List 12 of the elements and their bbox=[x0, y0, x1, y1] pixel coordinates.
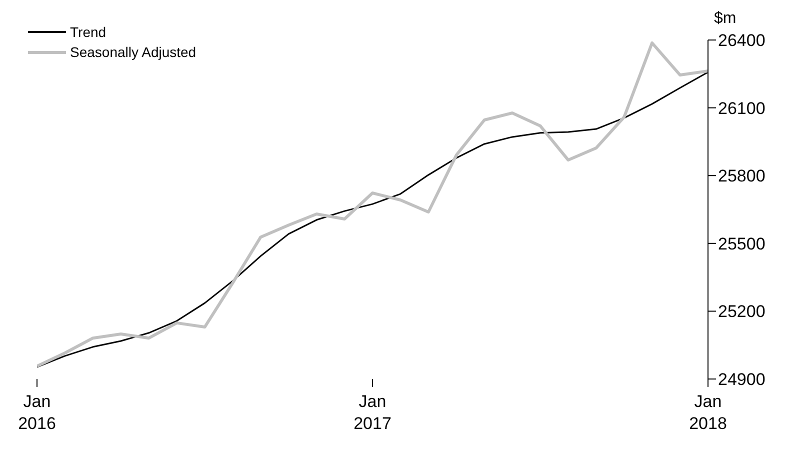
y-tick-label: 25800 bbox=[718, 166, 766, 186]
legend-label: Seasonally Adjusted bbox=[70, 43, 196, 62]
y-tick-label: 26400 bbox=[718, 31, 766, 50]
x-tick-label: Jan 2016 bbox=[18, 392, 56, 433]
x-tick-label: Jan 2017 bbox=[354, 392, 392, 433]
y-tick-label: 25500 bbox=[718, 234, 766, 254]
y-tick-label: 24900 bbox=[718, 370, 766, 390]
y-tick-label: 25200 bbox=[718, 302, 766, 322]
x-tick-label: Jan 2018 bbox=[689, 392, 727, 433]
legend-label: Trend bbox=[70, 23, 106, 42]
y-axis-title: $m bbox=[714, 10, 736, 28]
y-tick-label: 26100 bbox=[718, 98, 766, 118]
